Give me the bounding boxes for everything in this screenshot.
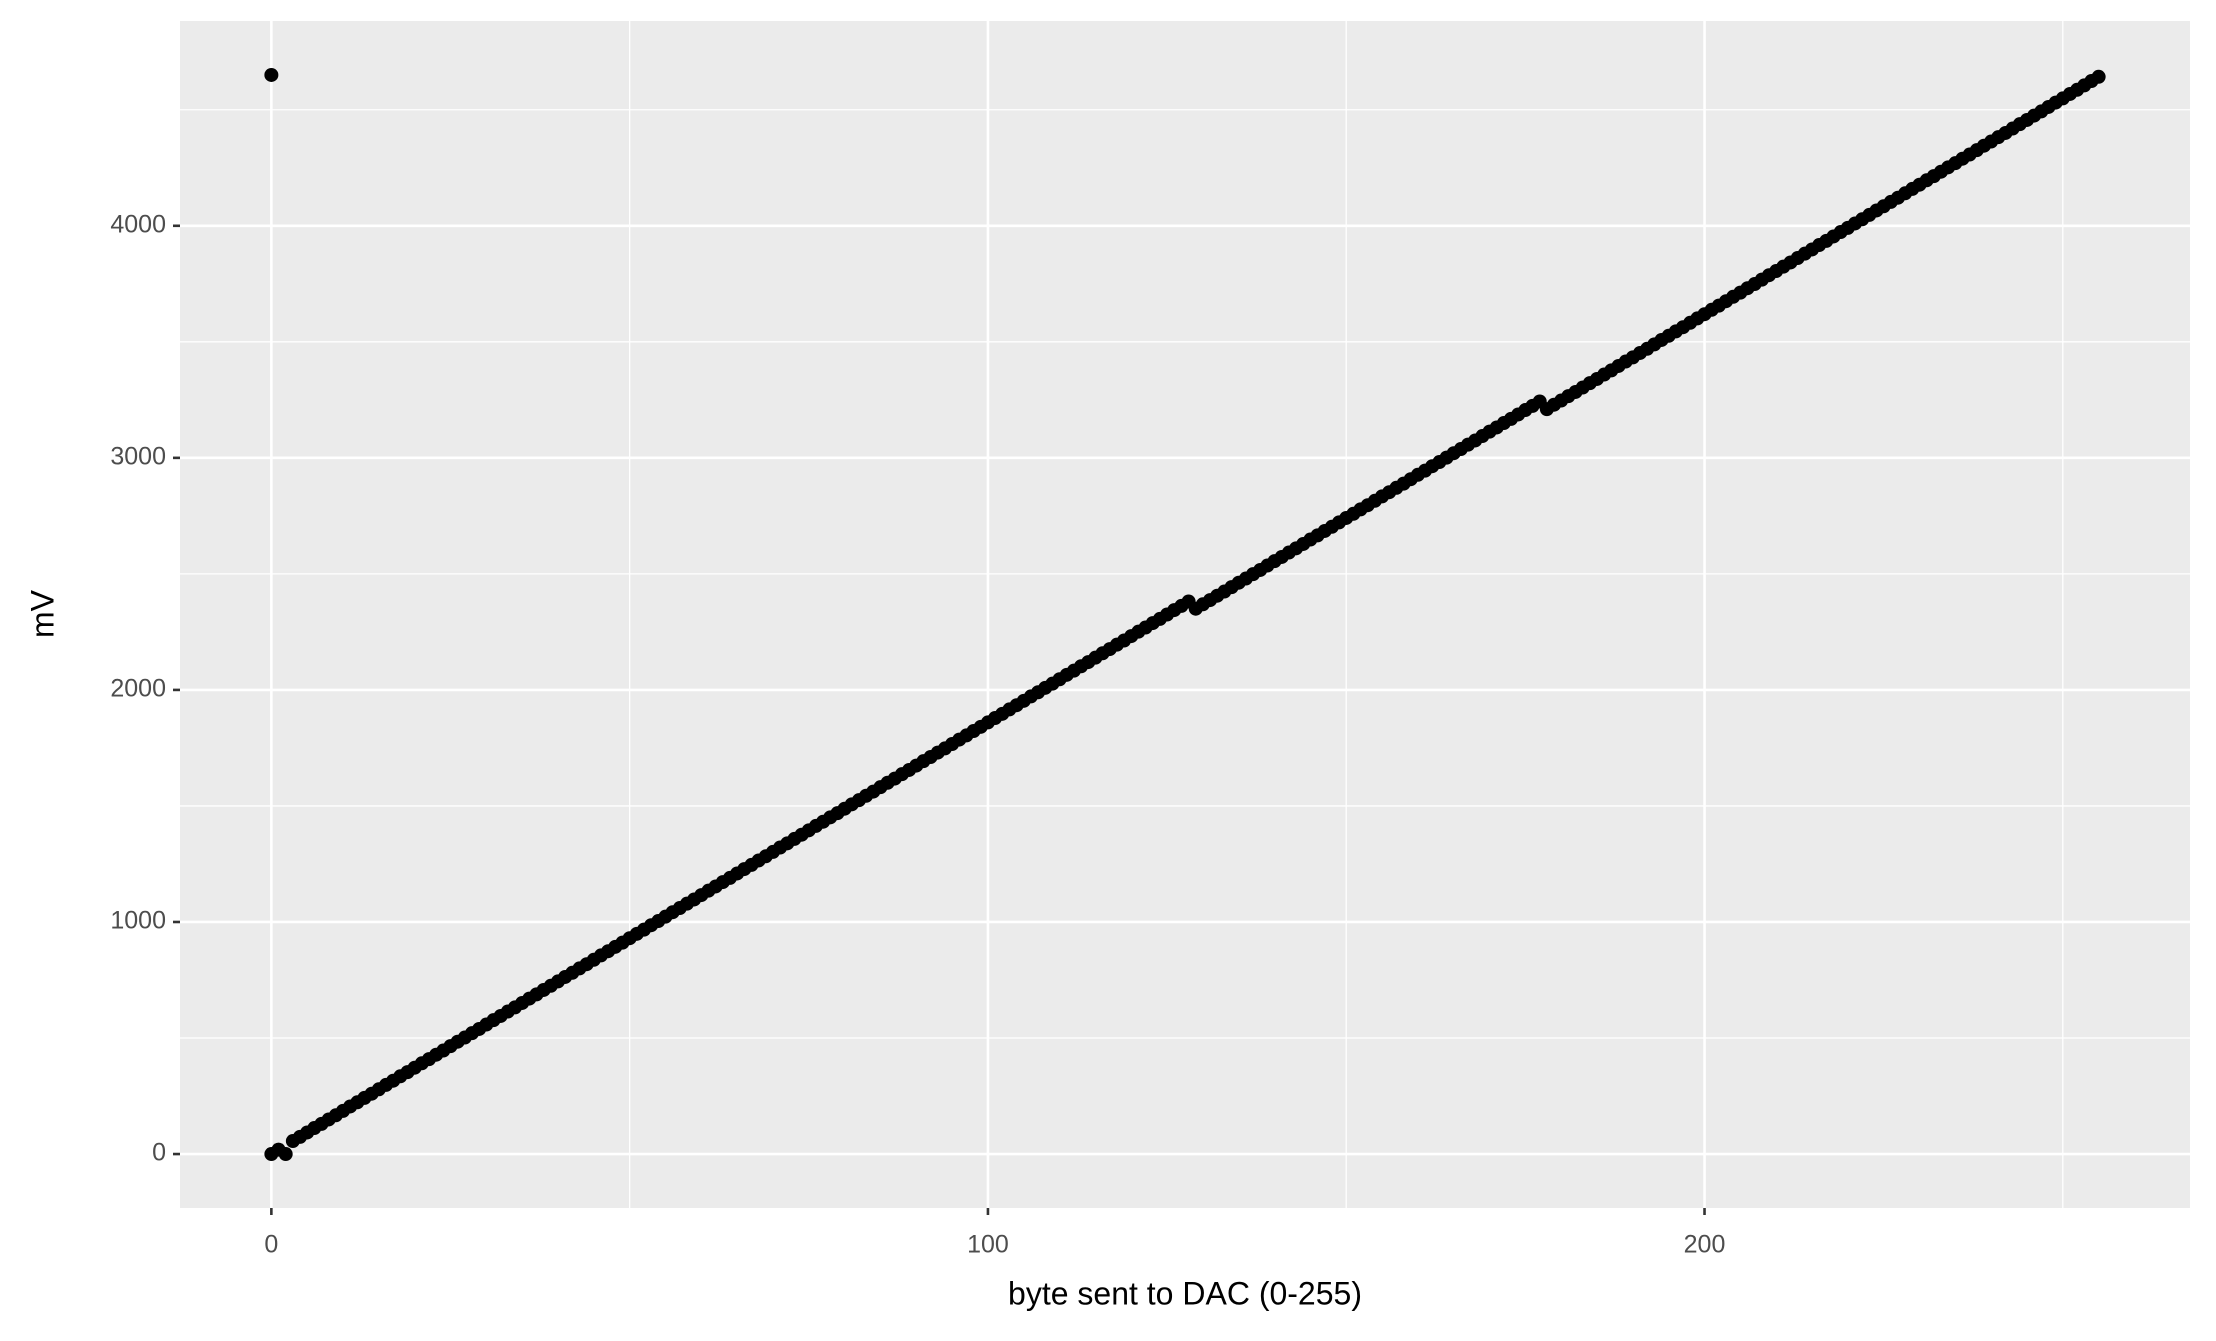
x-tick-label: 100 — [967, 1231, 1009, 1259]
y-tick-label: 1000 — [110, 907, 166, 935]
x-tick-label: 0 — [264, 1231, 278, 1259]
y-tick-label: 0 — [152, 1139, 166, 1167]
y-axis-title: mV — [24, 589, 60, 638]
x-axis-title: byte sent to DAC (0-255) — [1008, 1275, 1362, 1311]
point — [264, 67, 279, 82]
point — [278, 1147, 293, 1162]
x-tick-label: 200 — [1684, 1231, 1726, 1259]
y-tick-label: 3000 — [110, 442, 166, 470]
y-tick-label: 4000 — [110, 210, 166, 238]
y-tick-label: 2000 — [110, 675, 166, 703]
point — [2091, 69, 2106, 84]
